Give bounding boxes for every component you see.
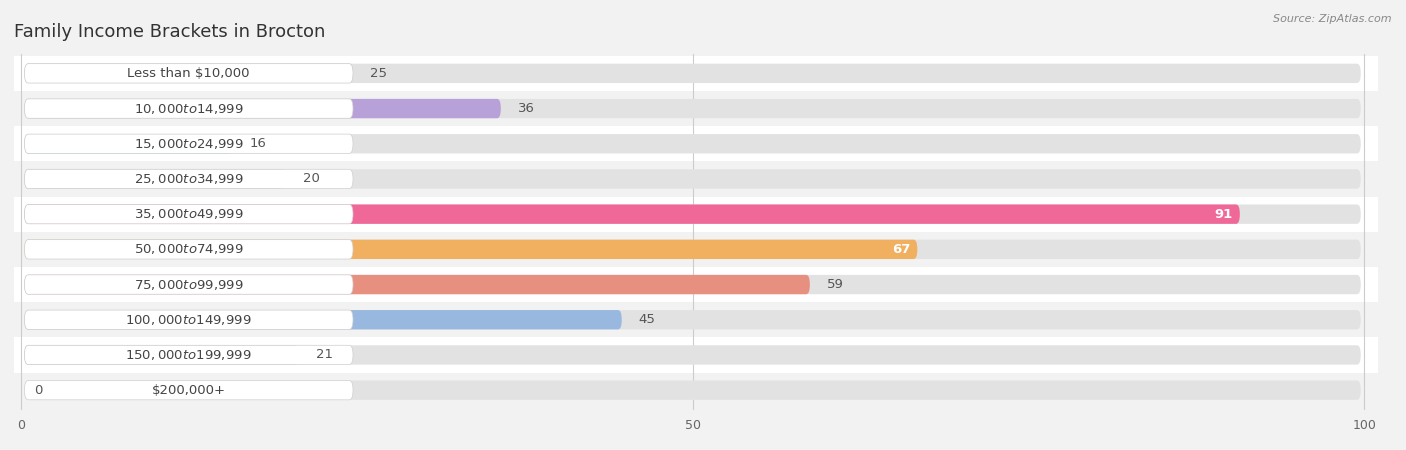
FancyBboxPatch shape — [24, 310, 1361, 329]
Bar — [14, 126, 1378, 162]
Text: 25: 25 — [370, 67, 387, 80]
FancyBboxPatch shape — [24, 275, 1361, 294]
FancyBboxPatch shape — [24, 204, 1240, 224]
FancyBboxPatch shape — [24, 204, 353, 224]
Bar — [14, 91, 1378, 126]
FancyBboxPatch shape — [24, 99, 1361, 118]
FancyBboxPatch shape — [24, 134, 232, 153]
FancyBboxPatch shape — [24, 64, 353, 83]
Text: 36: 36 — [517, 102, 534, 115]
FancyBboxPatch shape — [24, 99, 353, 118]
Text: 67: 67 — [891, 243, 910, 256]
FancyBboxPatch shape — [24, 99, 501, 118]
FancyBboxPatch shape — [24, 380, 1361, 400]
Text: $75,000 to $99,999: $75,000 to $99,999 — [134, 278, 243, 292]
FancyBboxPatch shape — [24, 345, 299, 365]
Bar — [14, 302, 1378, 338]
Bar — [14, 373, 1378, 408]
Text: $15,000 to $24,999: $15,000 to $24,999 — [134, 137, 243, 151]
Text: $200,000+: $200,000+ — [152, 384, 226, 396]
Text: Family Income Brackets in Brocton: Family Income Brackets in Brocton — [14, 23, 325, 41]
FancyBboxPatch shape — [24, 275, 810, 294]
Bar — [14, 197, 1378, 232]
Text: $150,000 to $199,999: $150,000 to $199,999 — [125, 348, 252, 362]
Text: $10,000 to $14,999: $10,000 to $14,999 — [134, 102, 243, 116]
FancyBboxPatch shape — [24, 64, 1361, 83]
FancyBboxPatch shape — [24, 345, 1361, 365]
Text: 0: 0 — [34, 384, 42, 396]
Text: $50,000 to $74,999: $50,000 to $74,999 — [134, 243, 243, 256]
Text: $25,000 to $34,999: $25,000 to $34,999 — [134, 172, 243, 186]
Text: 59: 59 — [827, 278, 844, 291]
FancyBboxPatch shape — [24, 345, 353, 365]
FancyBboxPatch shape — [24, 310, 353, 329]
FancyBboxPatch shape — [24, 380, 353, 400]
FancyBboxPatch shape — [24, 275, 353, 294]
Bar — [14, 56, 1378, 91]
Text: Less than $10,000: Less than $10,000 — [128, 67, 250, 80]
Bar — [14, 267, 1378, 302]
Text: 20: 20 — [302, 172, 319, 185]
FancyBboxPatch shape — [24, 240, 353, 259]
FancyBboxPatch shape — [24, 134, 353, 153]
Text: 45: 45 — [638, 313, 655, 326]
FancyBboxPatch shape — [24, 240, 917, 259]
FancyBboxPatch shape — [24, 64, 353, 83]
Text: 16: 16 — [249, 137, 266, 150]
Text: $100,000 to $149,999: $100,000 to $149,999 — [125, 313, 252, 327]
Bar — [14, 232, 1378, 267]
Text: 91: 91 — [1215, 207, 1233, 220]
Bar — [14, 338, 1378, 373]
FancyBboxPatch shape — [24, 134, 1361, 153]
FancyBboxPatch shape — [24, 240, 1361, 259]
Text: 21: 21 — [316, 348, 333, 361]
FancyBboxPatch shape — [24, 169, 353, 189]
Text: $35,000 to $49,999: $35,000 to $49,999 — [134, 207, 243, 221]
FancyBboxPatch shape — [24, 169, 1361, 189]
FancyBboxPatch shape — [24, 204, 1361, 224]
Bar — [14, 162, 1378, 197]
Text: Source: ZipAtlas.com: Source: ZipAtlas.com — [1274, 14, 1392, 23]
FancyBboxPatch shape — [24, 169, 285, 189]
FancyBboxPatch shape — [24, 310, 621, 329]
